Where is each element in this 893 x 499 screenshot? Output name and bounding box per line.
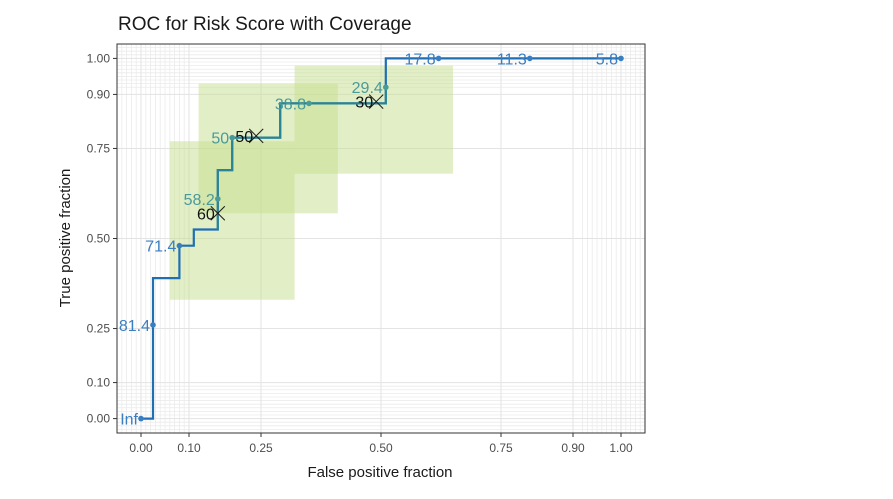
- y-tick-label-5: 0.90: [87, 87, 111, 101]
- coverage-marker-b-0: [210, 205, 226, 221]
- cutoff-point-2: [176, 242, 183, 249]
- cutoff-point-5: [306, 100, 312, 107]
- cutoff-label-1: 81.4: [119, 318, 150, 335]
- cutoff-point-3: [215, 196, 221, 202]
- coverage-region-30: [294, 65, 453, 174]
- cutoff-point-4: [229, 134, 235, 141]
- y-tick-label-0: 0.00: [87, 412, 111, 426]
- plot-area: Inf 81.4 71.4 58.2 50 38.8 29.4 17.8 11.3 5.8 60 50…: [87, 43, 646, 455]
- coverage-marker-b-1: [248, 128, 264, 144]
- cutoff-label-3: 58.2: [184, 192, 215, 209]
- cutoff-label-7: 17.8: [404, 51, 435, 68]
- roc-curve-mid: [216, 87, 387, 230]
- cutoff-point-9: [618, 55, 624, 62]
- y-tick-label-3: 0.50: [87, 232, 111, 246]
- y-tick-label-2: 0.25: [87, 322, 111, 336]
- cutoff-label-8: 11.3: [497, 51, 527, 68]
- coverage-label-1: 50: [235, 129, 253, 146]
- coverage-label-0: 60: [197, 206, 215, 223]
- cutoff-label-2: 71.4: [145, 239, 176, 256]
- x-tick-label-3: 0.50: [369, 441, 393, 455]
- cutoff-label-6: 29.4: [352, 80, 383, 97]
- cutoff-point-7: [435, 55, 442, 62]
- coverage-marker-b-2: [368, 94, 384, 109]
- x-axis-title: False positive fraction: [307, 464, 452, 481]
- x-tick-label-2: 0.25: [249, 441, 273, 455]
- y-tick-label-4: 0.75: [87, 141, 111, 155]
- x-tick-label-4: 0.75: [489, 441, 513, 455]
- y-tick-label-6: 1.00: [87, 51, 111, 65]
- cutoff-point-8: [527, 55, 533, 62]
- cutoff-label-9: 5.8: [596, 51, 618, 68]
- x-tick-label-1: 0.10: [177, 441, 201, 455]
- cutoff-label-0: Inf: [120, 412, 138, 429]
- cutoff-point-1: [150, 322, 156, 328]
- x-tick-label-5: 0.90: [561, 441, 585, 455]
- coverage-label-2: 30: [355, 95, 373, 112]
- cutoff-label-5: 38.8: [275, 96, 306, 113]
- x-tick-label-0: 0.00: [129, 441, 153, 455]
- y-tick-label-1: 0.10: [87, 376, 111, 390]
- chart-title: ROC for Risk Score with Coverage: [118, 14, 412, 35]
- cutoff-point-0: [138, 415, 144, 422]
- cutoff-label-4: 50: [211, 131, 229, 148]
- x-tick-label-6: 1.00: [609, 441, 633, 455]
- cutoff-point-6: [383, 84, 389, 91]
- y-axis-title: True positive fraction: [57, 169, 74, 308]
